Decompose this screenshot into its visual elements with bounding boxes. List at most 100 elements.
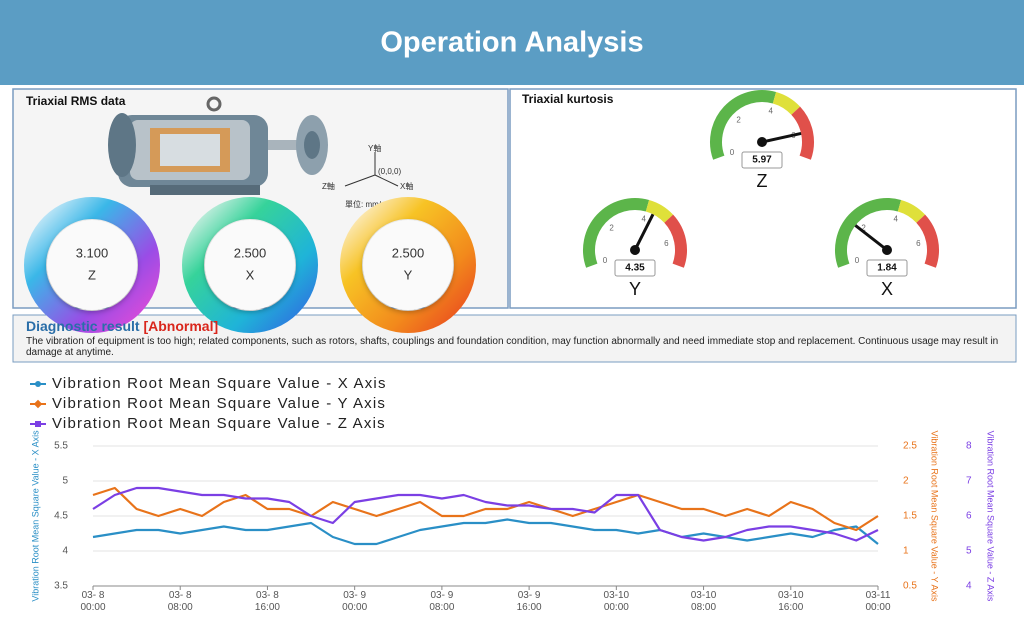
gauge-band [772, 91, 801, 116]
x-tick-label: 03- 8 16:00 [254, 590, 280, 613]
x-tick-label: 03-11 00:00 [865, 590, 891, 613]
x-tick-label: 03- 8 08:00 [167, 590, 193, 613]
needle-pivot [882, 245, 892, 255]
x-tick-label: 03- 9 00:00 [342, 590, 368, 613]
gauge-band [791, 106, 814, 160]
legend-label: Vibration Root Mean Square Value - X Axi… [52, 375, 387, 392]
legend-label: Vibration Root Mean Square Value - Y Axi… [52, 395, 386, 412]
page-title: Operation Analysis [380, 27, 643, 59]
needle-pivot [757, 137, 767, 147]
gauge-tick-label: 2 [609, 223, 614, 232]
ring-value: 2.500 [234, 245, 267, 260]
y-tick-label: 2.5 [903, 441, 917, 452]
unit-label: 單位: mm/s [345, 199, 385, 209]
legend-marker [35, 421, 41, 427]
axis-label: X軸 [400, 181, 413, 191]
legend-marker [33, 399, 43, 409]
ring-center [47, 220, 137, 310]
x-tick-label: 03- 9 08:00 [429, 590, 455, 613]
gauge-tick-label: 0 [855, 256, 860, 265]
diagnostic-label: Diagnostic result [26, 318, 140, 334]
y-tick-label: 0.5 [903, 581, 917, 592]
gauge-tick-label: 0 [730, 148, 735, 157]
axis-diagram [344, 152, 399, 187]
value-box [614, 259, 656, 277]
kurtosis-panel [509, 88, 1017, 309]
y-tick-label: 6 [966, 511, 972, 522]
gauge-axis: Z [757, 171, 768, 191]
ring-center [205, 220, 295, 310]
ring-axis: Y [404, 267, 413, 282]
gauge-needle [633, 213, 655, 251]
header-bar [0, 0, 1024, 85]
gauge-value: 4.35 [625, 263, 645, 274]
needle-pivot [630, 245, 640, 255]
gauge-value: 1.84 [877, 263, 897, 274]
ring-axis: X [246, 267, 255, 282]
y-tick-label: 5 [966, 546, 972, 557]
gauge-band [583, 198, 650, 268]
axis-label: Z軸 [322, 181, 335, 191]
gauge-axis: X [881, 279, 893, 299]
axis-label: (0,0,0) [378, 167, 401, 176]
gauge-needle [854, 224, 888, 252]
y-tick-label: 1 [903, 546, 909, 557]
x-tick-label: 03- 9 16:00 [516, 590, 542, 613]
legend-label: Vibration Root Mean Square Value - Z Axi… [52, 415, 386, 432]
gauge-tick-label: 2 [736, 115, 741, 124]
ring-center [363, 220, 453, 310]
gauge-tick-label: 6 [664, 239, 669, 248]
diagnostic-box [12, 314, 1017, 363]
gauge-band [645, 199, 674, 224]
ring [24, 197, 160, 333]
panel-title: Triaxial kurtosis [522, 92, 614, 106]
series-line [92, 486, 879, 542]
diagnostic-text: The vibration of equipment is too high; … [26, 336, 999, 358]
value-box [741, 151, 783, 169]
y-tick-label: 5 [62, 476, 68, 487]
y-tick-label: 4 [966, 581, 972, 592]
gauge-band [710, 90, 777, 160]
gauge-tick-label: 6 [916, 239, 921, 248]
y-tick-label: 1.5 [903, 511, 917, 522]
ring-value: 2.500 [392, 245, 425, 260]
y-axis-title: Vibration Root Mean Square Value - Y Axi… [930, 431, 940, 602]
ring-axis: Z [88, 267, 96, 282]
x-tick-label: 03-10 08:00 [690, 590, 717, 613]
diagnostic-status: [Abnormal] [143, 318, 219, 334]
chart-area [10, 366, 1014, 621]
y-axis-title: Vibration Root Mean Square Value - Z Axi… [986, 431, 996, 602]
gauge-band [835, 198, 902, 268]
gauge-needle [761, 131, 802, 144]
series-line [92, 486, 879, 532]
diagnostic-title: Diagnostic result [Abnormal] [26, 318, 218, 334]
gauge-band [897, 199, 926, 224]
series-line [92, 518, 879, 546]
x-tick-label: 03-10 00:00 [603, 590, 630, 613]
gauge-tick-label: 0 [603, 256, 608, 265]
y-tick-label: 8 [966, 441, 972, 452]
gauge-tick-label: 2 [861, 223, 866, 232]
y-tick-label: 7 [966, 476, 972, 487]
x-tick-label: 03- 8 00:00 [80, 590, 106, 613]
gauge-tick-label: 4 [641, 214, 646, 223]
gauge-value: 5.97 [752, 155, 772, 166]
gauge-band [664, 214, 687, 268]
gauge-axis: Y [629, 279, 641, 299]
y-tick-label: 5.5 [54, 441, 68, 452]
ring [340, 197, 476, 333]
ring-value: 3.100 [76, 245, 109, 260]
axis-label: Y軸 [368, 143, 381, 153]
y-tick-label: 3.5 [54, 581, 68, 592]
gauge-tick-label: 4 [893, 214, 898, 223]
motor-illustration [108, 96, 328, 195]
gauge-band [916, 214, 939, 268]
legend-marker [35, 381, 41, 387]
y-tick-label: 4.5 [54, 511, 68, 522]
panel-title: Triaxial RMS data [26, 94, 126, 108]
x-tick-label: 03-10 16:00 [777, 590, 804, 613]
gauge-tick-label: 4 [768, 106, 773, 115]
y-axis-title: Vibration Root Mean Square Value - X Axi… [30, 430, 40, 602]
